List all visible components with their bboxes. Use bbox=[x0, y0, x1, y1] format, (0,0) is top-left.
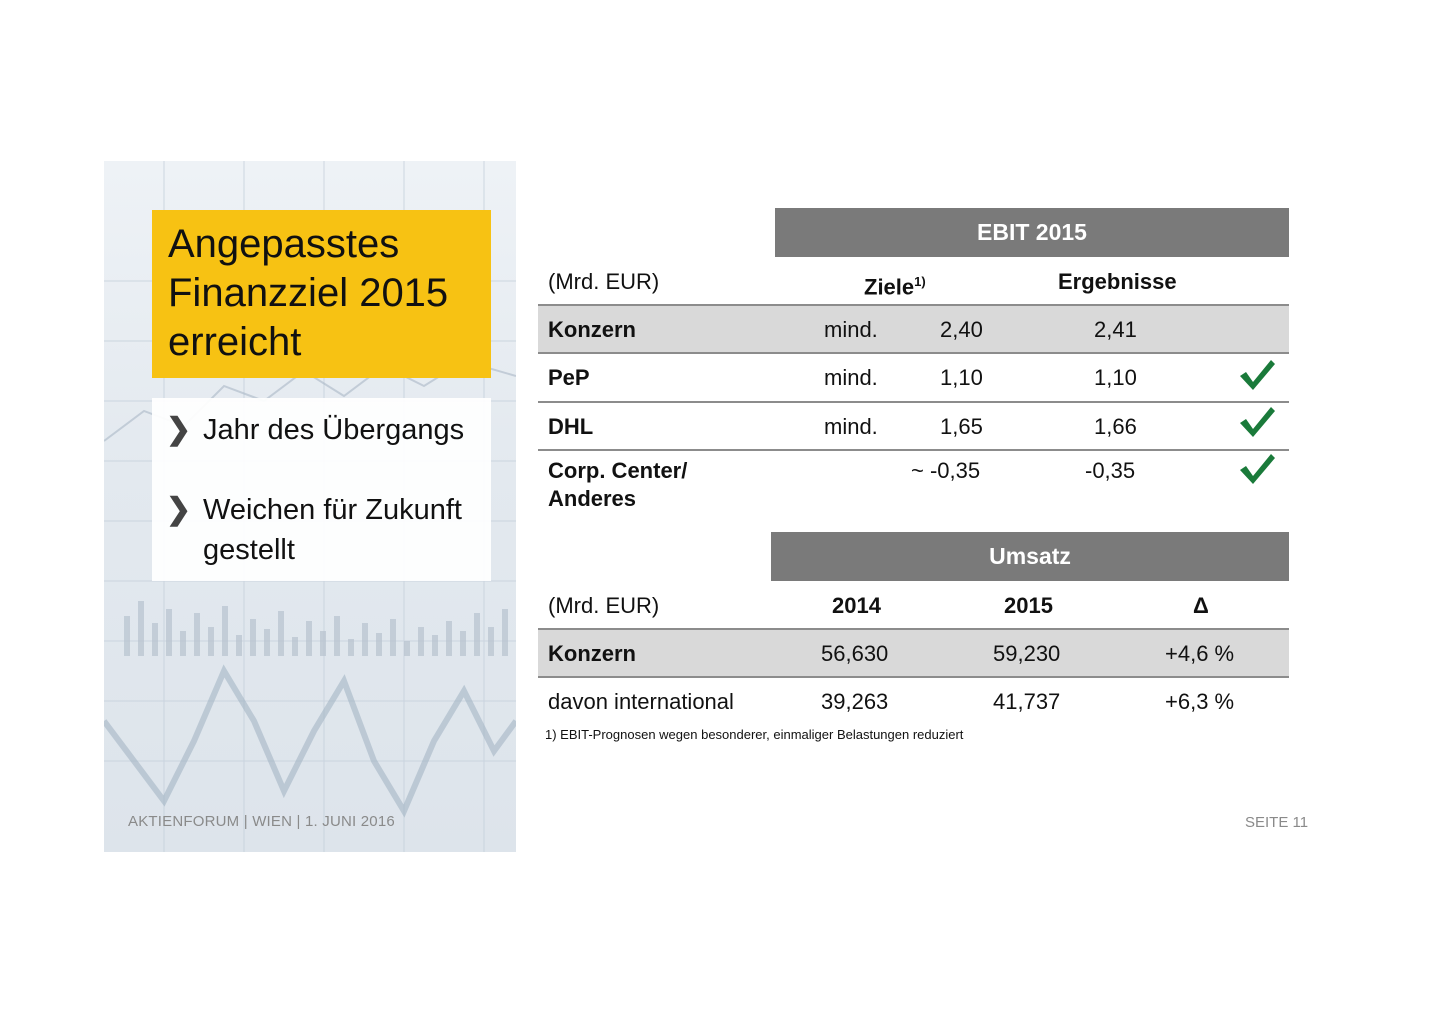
ebit-row-target: 1,10 bbox=[940, 365, 983, 390]
chevron-right-icon: ❯ bbox=[166, 493, 192, 526]
umsatz-col-2014: 2014 bbox=[832, 593, 881, 618]
umsatz-row-delta: +6,3 % bbox=[1165, 689, 1235, 714]
ebit-row-result: 1,10 bbox=[1094, 365, 1137, 390]
umsatz-col-delta: Δ bbox=[1193, 593, 1209, 618]
umsatz-row-label: Konzern bbox=[548, 641, 636, 666]
ebit-col-targets: Ziele1) bbox=[864, 268, 926, 301]
ebit-unit-label: (Mrd. EUR) bbox=[548, 269, 660, 294]
ebit-row-target: ~ -0,35 bbox=[911, 458, 981, 483]
umsatz-row-2014: 56,630 bbox=[821, 641, 889, 666]
ebit-row-label-line2: Anderes bbox=[548, 486, 637, 511]
umsatz-header: Umsatz bbox=[771, 532, 1289, 581]
ebit-row-qualifier: mind. bbox=[824, 365, 878, 390]
bullet-text: Weichen für Zukunft gestellt bbox=[203, 494, 462, 566]
ebit-row-label-line1: Corp. Center/ bbox=[548, 458, 688, 483]
row-shade bbox=[538, 630, 1289, 676]
divider bbox=[538, 449, 1289, 451]
bullet-list: ❯ Jahr des Übergangs ❯ Weichen für Zukun… bbox=[152, 398, 491, 581]
title-box: Angepasstes Finanzziel 2015 erreicht bbox=[152, 210, 491, 378]
ebit-col-results: Ergebnisse bbox=[1058, 269, 1177, 294]
umsatz-row-2014: 39,263 bbox=[821, 689, 889, 714]
divider bbox=[538, 628, 1289, 630]
umsatz-unit-label: (Mrd. EUR) bbox=[548, 593, 660, 618]
ebit-header: EBIT 2015 bbox=[775, 208, 1289, 257]
umsatz-col-2015: 2015 bbox=[1004, 593, 1053, 618]
footnote: 1) EBIT-Prognosen wegen besonderer, einm… bbox=[545, 727, 964, 742]
ebit-row-result: 1,66 bbox=[1094, 414, 1137, 439]
ebit-row-result: -0,35 bbox=[1085, 458, 1136, 483]
slide-title: Angepasstes Finanzziel 2015 erreicht bbox=[168, 222, 449, 364]
umsatz-row-2015: 41,737 bbox=[993, 689, 1061, 714]
divider bbox=[538, 676, 1289, 678]
bullet-text: Jahr des Übergangs bbox=[203, 414, 465, 446]
umsatz-row-delta: +4,6 % bbox=[1165, 641, 1235, 666]
ebit-row-qualifier: mind. bbox=[824, 317, 878, 342]
page-number: SEITE 11 bbox=[1245, 814, 1309, 831]
divider bbox=[538, 401, 1289, 403]
ebit-row-label: DHL bbox=[548, 414, 594, 439]
ebit-row-target: 2,40 bbox=[940, 317, 983, 342]
checkmark-icon bbox=[1240, 454, 1275, 484]
divider bbox=[538, 352, 1289, 354]
umsatz-row-2015: 59,230 bbox=[993, 641, 1061, 666]
ebit-row-label: PeP bbox=[548, 365, 590, 390]
ebit-row-qualifier: mind. bbox=[824, 414, 878, 439]
row-shade bbox=[538, 306, 1289, 352]
umsatz-row-label: davon international bbox=[548, 689, 734, 714]
ebit-row-result: 2,41 bbox=[1094, 317, 1137, 342]
ebit-row-target: 1,65 bbox=[940, 414, 983, 439]
ebit-col-targets-label: Ziele bbox=[864, 274, 915, 300]
footer-event-label: AKTIENFORUM | WIEN | 1. JUNI 2016 bbox=[128, 813, 395, 830]
footnote-marker: 1) bbox=[914, 274, 926, 289]
ebit-row-label: Konzern bbox=[548, 317, 636, 342]
checkmark-icon bbox=[1240, 360, 1275, 390]
checkmark-icon bbox=[1240, 407, 1275, 437]
chevron-right-icon: ❯ bbox=[166, 413, 192, 446]
divider bbox=[538, 304, 1289, 306]
left-panel: Angepasstes Finanzziel 2015 erreicht ❯ J… bbox=[104, 161, 516, 852]
